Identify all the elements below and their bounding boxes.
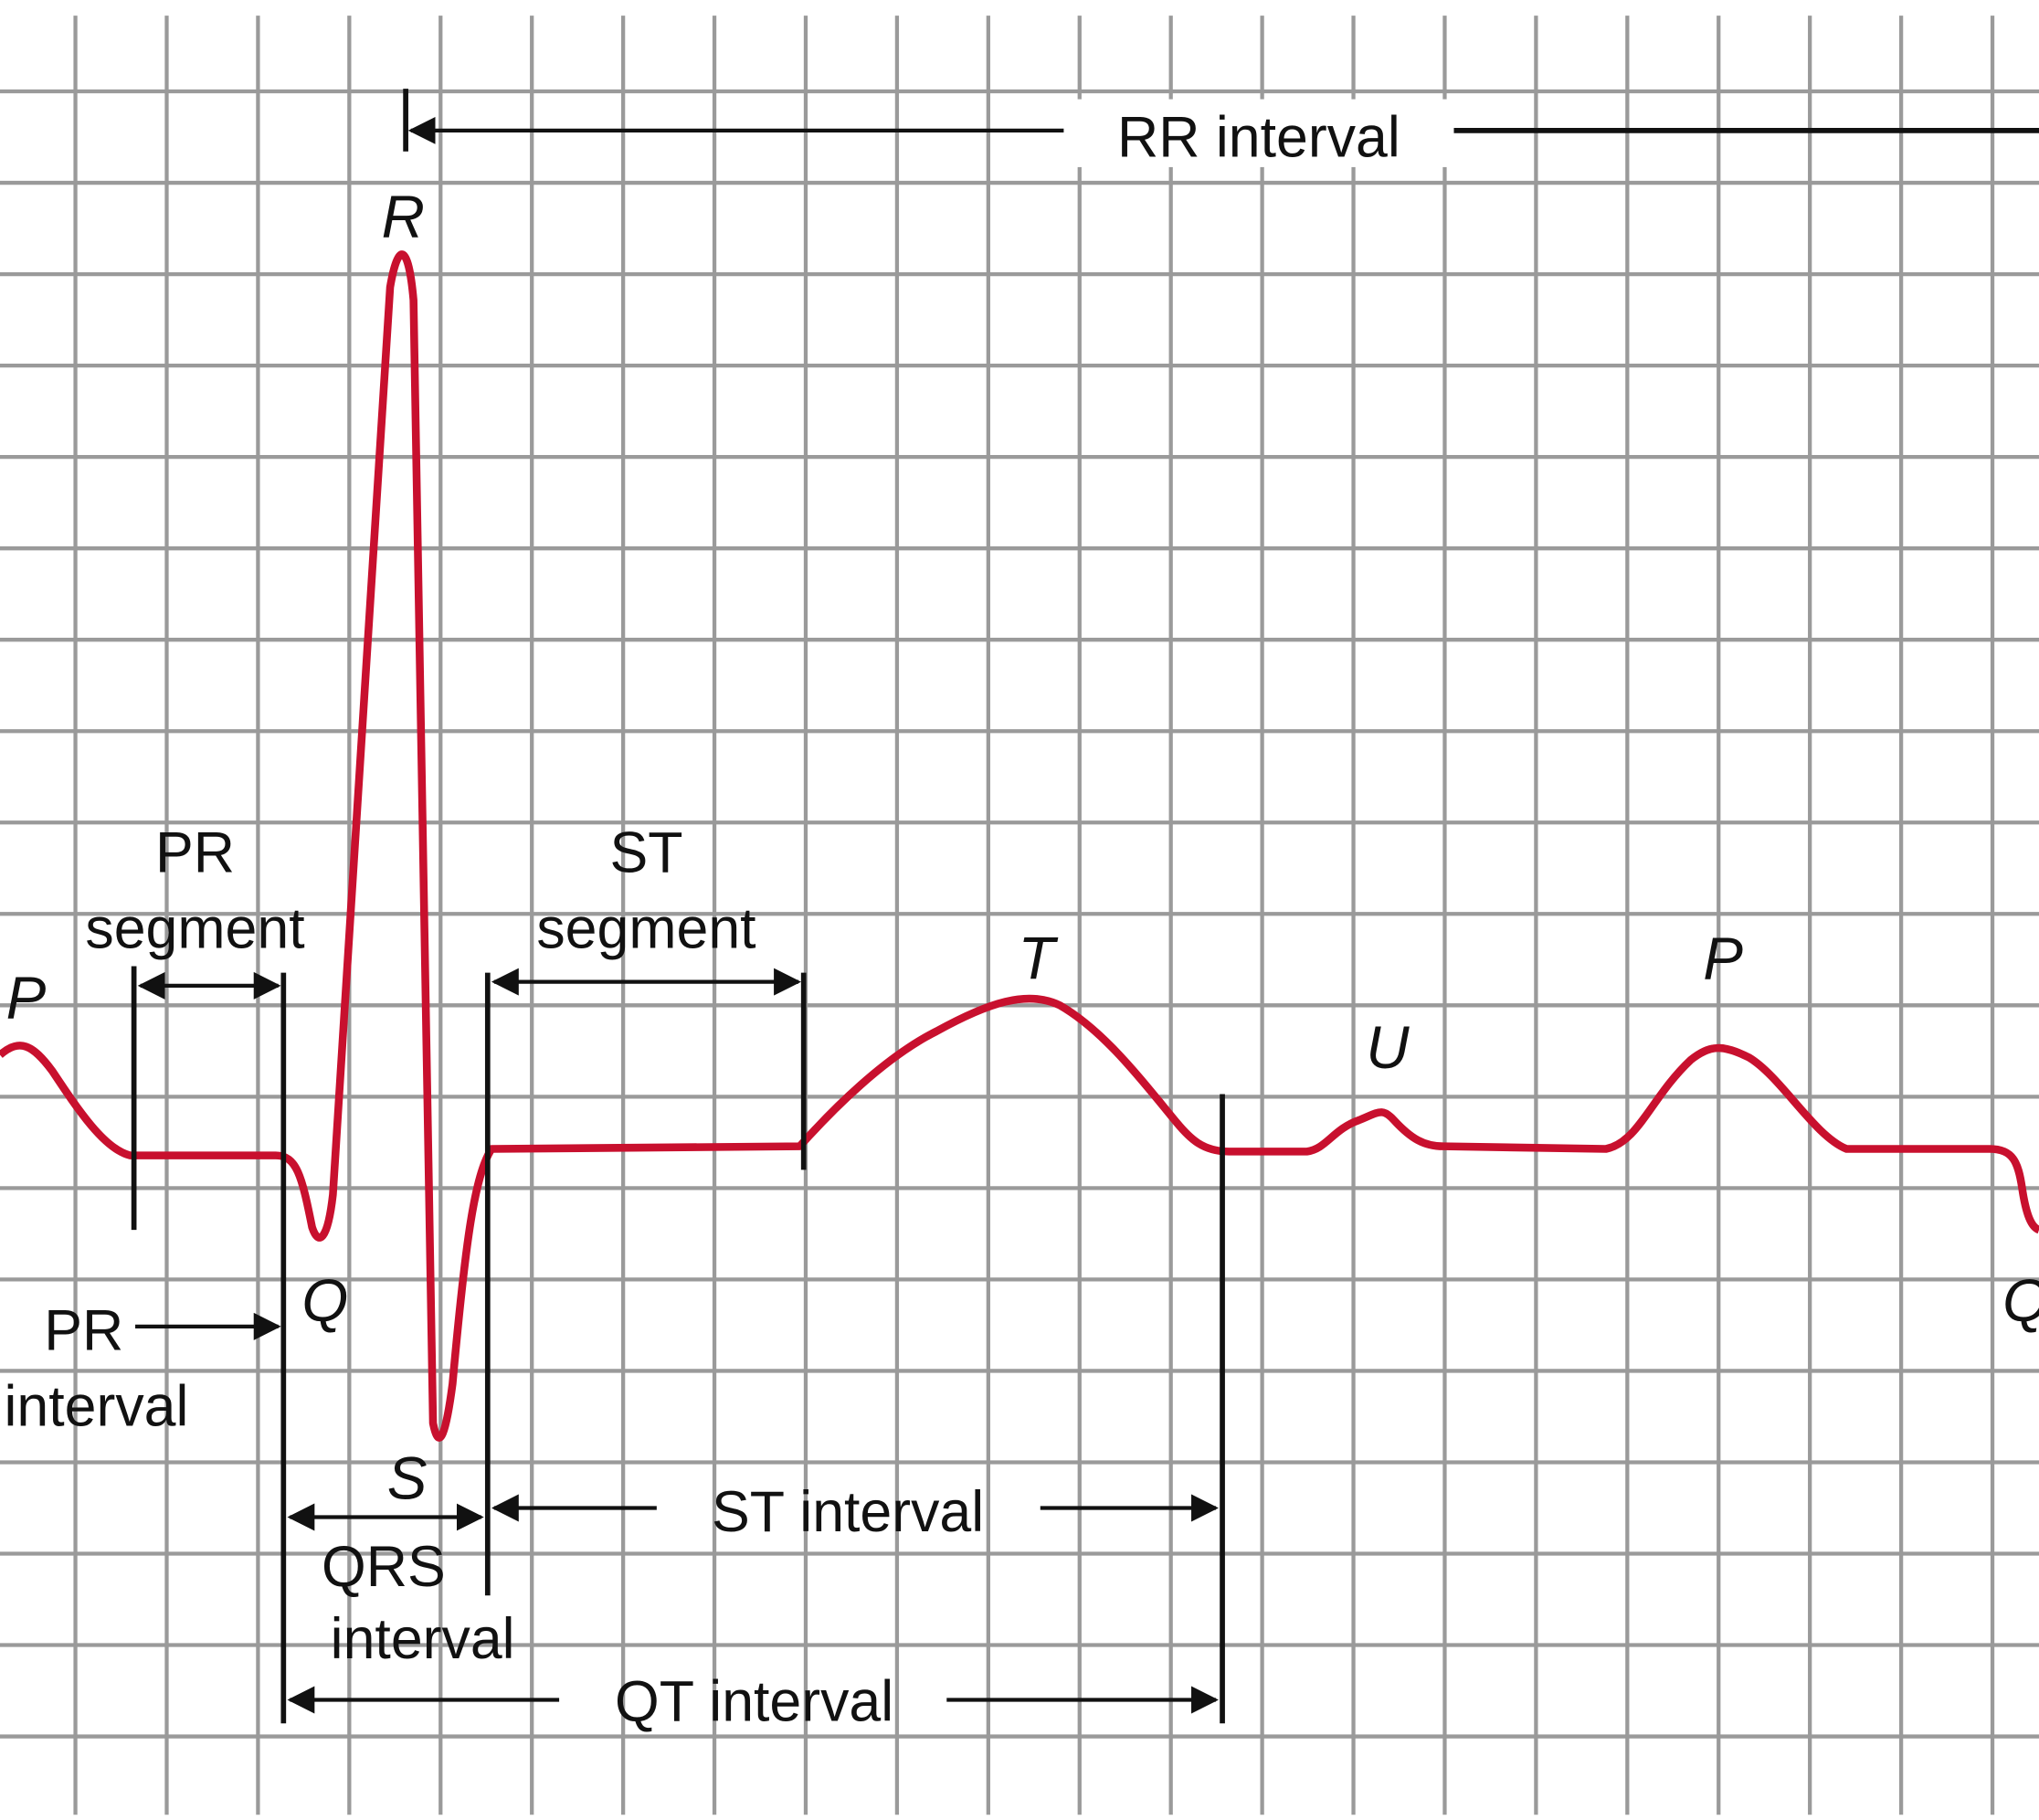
ecg-trace [0,250,2039,1442]
grid [0,16,2039,1815]
wave-label: R [382,184,425,250]
wave-label: S [387,1444,428,1511]
qt-interval-label: QT interval [615,1669,893,1733]
wave-label: Q [2002,1267,2039,1334]
st-interval-label: ST interval [712,1480,984,1544]
qrs-interval-label: QRS [322,1535,446,1599]
st-segment-label: segment [536,896,755,960]
pr-interval-label: PR [44,1298,123,1362]
wave-label: P [6,964,47,1031]
st-segment-label: ST [609,820,682,884]
wave-label: P [1703,926,1743,992]
interval-markers [131,89,2039,1724]
pr-interval-label: interval [4,1374,188,1438]
pr-segment-label: PR [155,820,235,884]
pr-segment-label: segment [85,896,304,960]
wave-label: Q [301,1267,348,1334]
wave-label: U [1366,1014,1410,1081]
wave-label: T [1019,926,1059,992]
rr-label-bg [1063,99,1454,167]
qrs-interval-label: interval [331,1607,515,1671]
rr-label: RR interval [1117,105,1400,169]
